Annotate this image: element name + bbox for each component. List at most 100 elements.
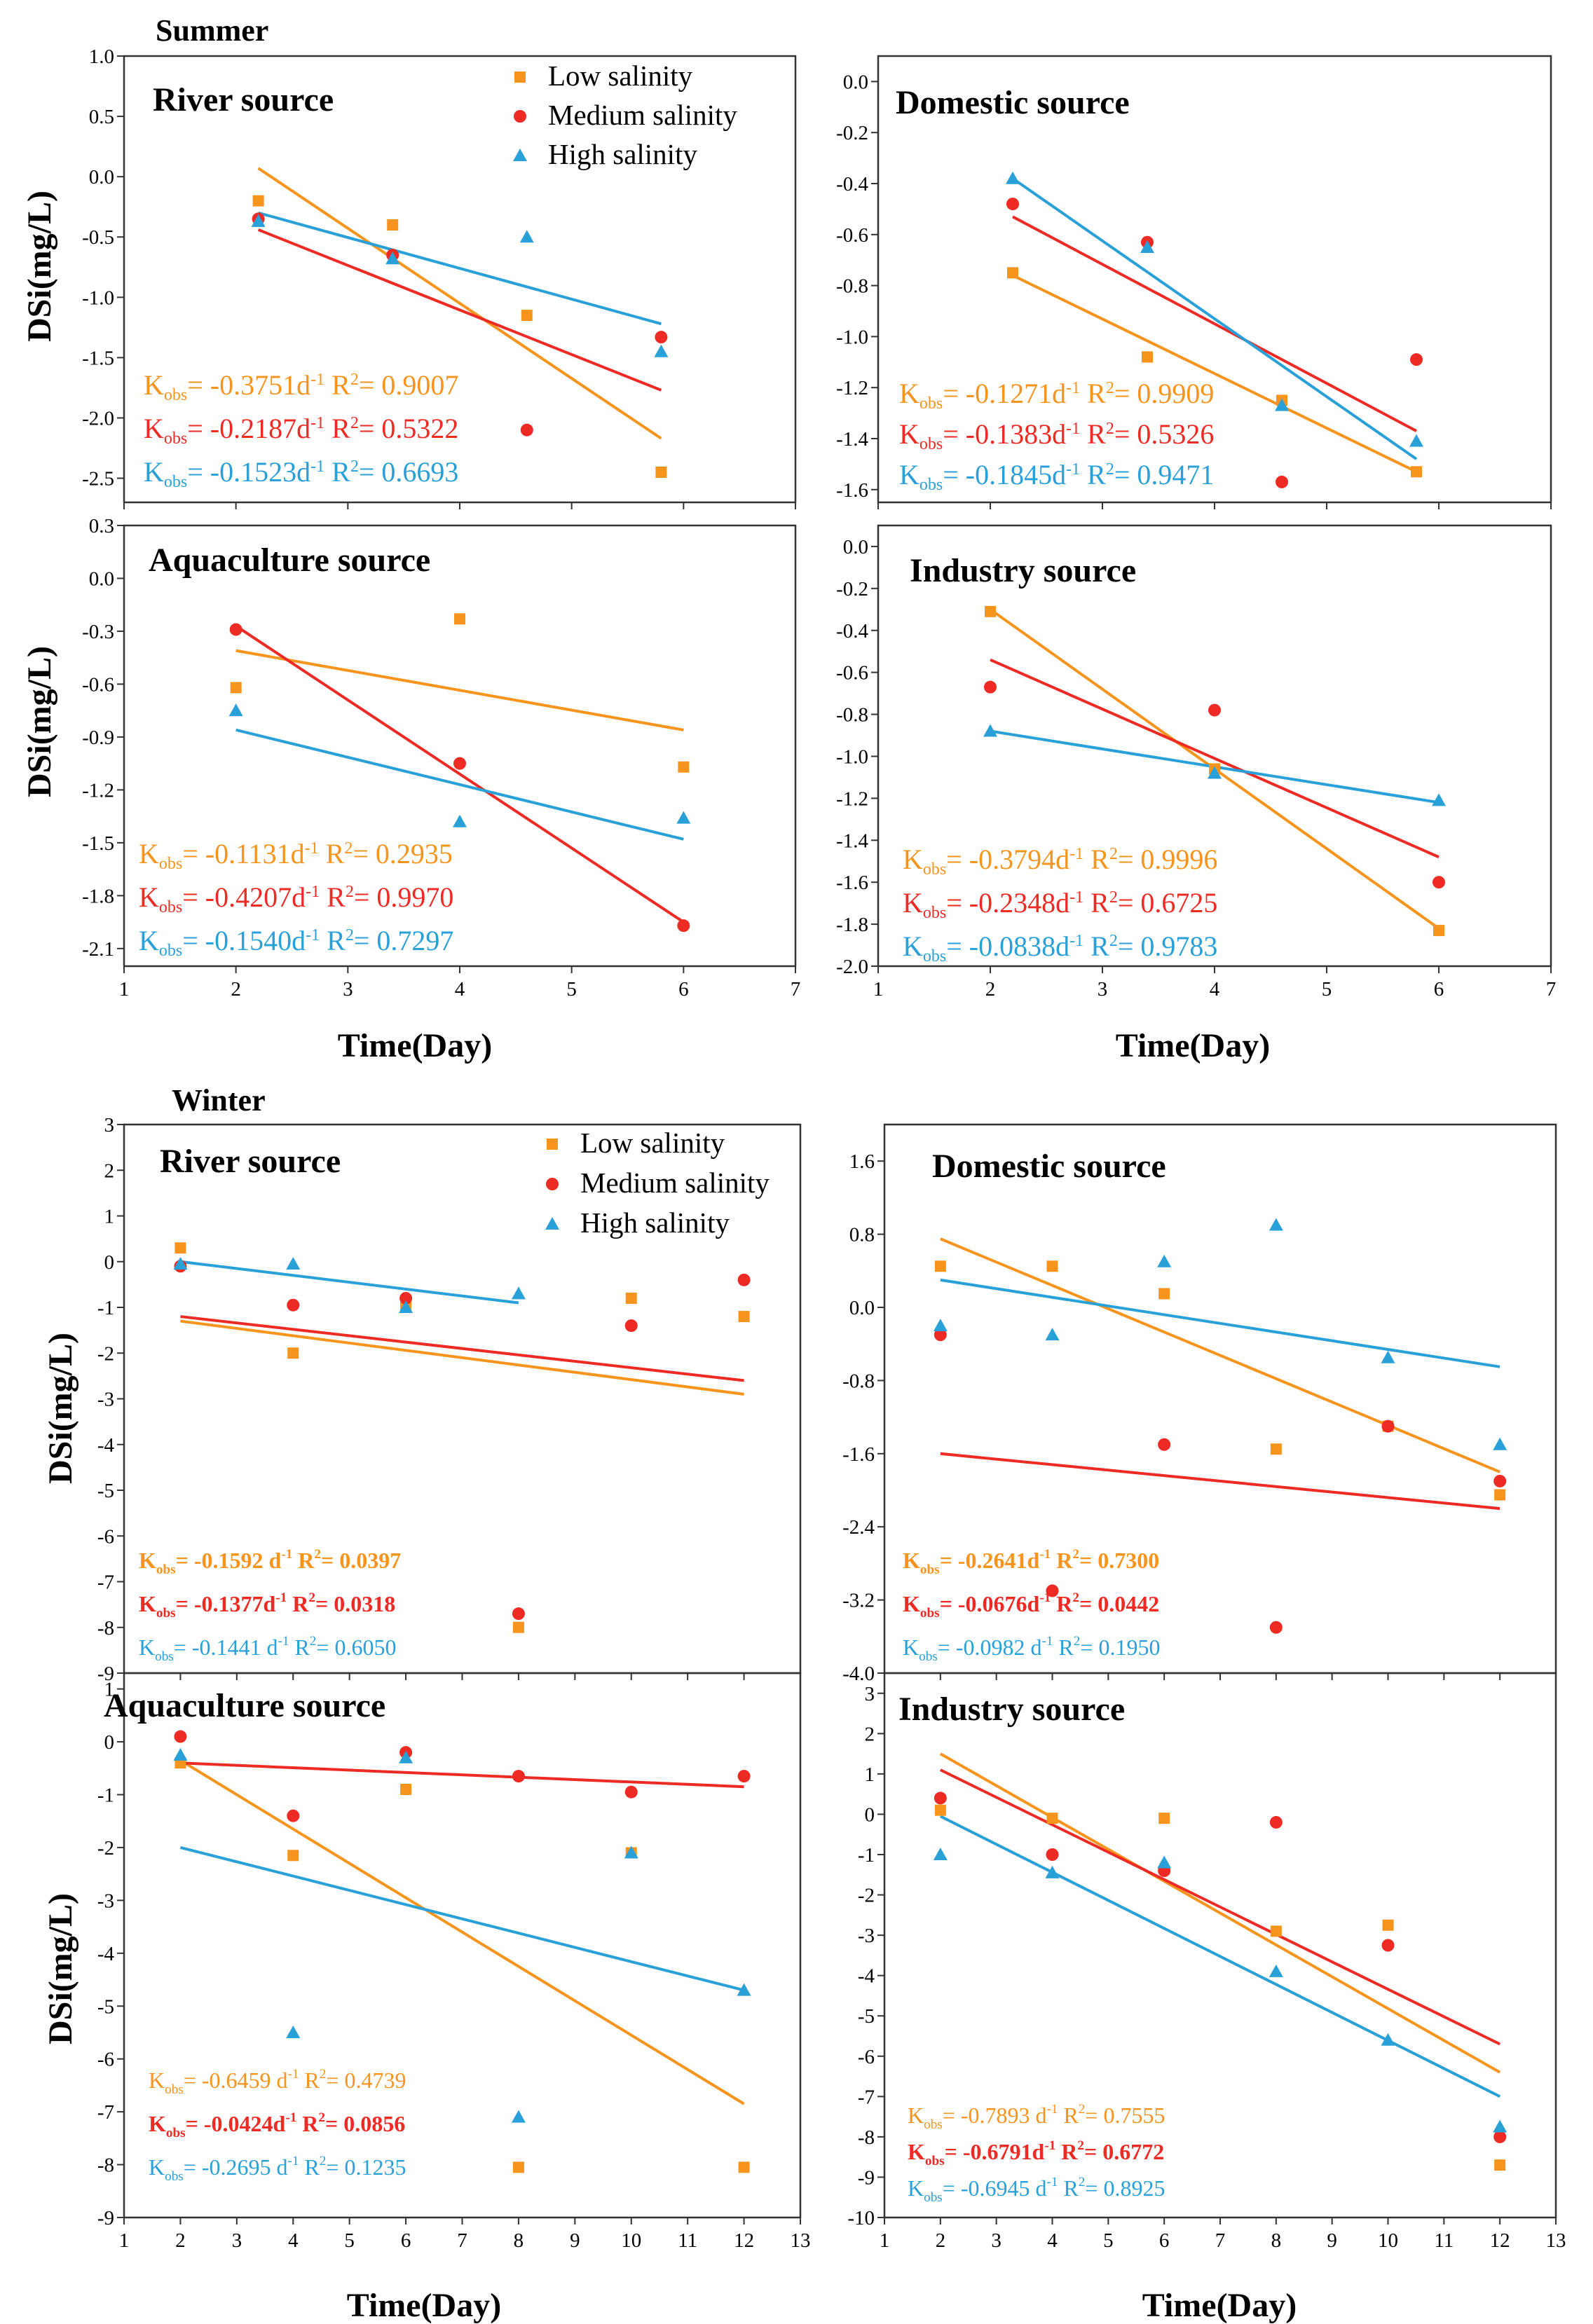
fit-line-low [940,1237,1500,1473]
data-point-medium [737,1770,751,1783]
y-tick-label: -0.3 [82,621,114,643]
data-point-medium [737,1273,751,1286]
x-tick-label: 3 [991,2229,1001,2252]
legend-marker-high [513,149,527,161]
fit-line-medium [990,658,1440,859]
kobs-annotation-medium: Kobs= -0.1377d-1 R2= 0.0318 [139,1590,395,1621]
x-tick-label: 1 [119,978,130,1001]
x-tick-label: 3 [343,978,353,1001]
legend-marker-low [547,1139,558,1150]
data-point-high [1493,2119,1507,2133]
data-point-low [655,466,667,478]
y-tick-label: -1 [858,1844,875,1866]
data-point-high [173,1747,188,1761]
kobs-annotation-low: Kobs= -0.3794d-1 R2= 0.9996 [903,844,1217,879]
data-point-high [624,1845,638,1859]
legend-marker-high [545,1217,559,1230]
panel-6: 1.6 0.8 0.0 -0.8 -1.6 -2.4 -3.2 -4.0 Domestic so… [842,1123,1557,1685]
y-tick-label: 0.3 [89,515,114,537]
data-point-low [387,219,399,231]
kobs-annotation-high: Kobs= -0.1845d-1 R2= 0.9471 [899,459,1214,494]
winter-label: Winter [172,1083,266,1118]
legend-label-low: Low salinity [548,60,693,92]
fit-line-medium [940,1452,1500,1511]
data-point-high [1208,766,1222,779]
legend-label-medium: Medium salinity [580,1167,770,1199]
kobs-annotation-high: Kobs= -0.0982 d-1 R2= 0.1950 [903,1634,1160,1664]
y-tick-label: -5 [97,1995,114,2018]
x-tick-label: 13 [1546,2229,1566,2252]
y-tick-label: -0.8 [836,704,868,727]
data-point-medium [1046,1584,1059,1597]
y-tick-label: -0.6 [836,224,868,247]
y-tick-label: -1.6 [836,872,868,894]
data-point-high [654,344,669,357]
y-tick-label: 0.0 [843,71,868,93]
y-tick-label: -5 [97,1480,114,1502]
fit-line-high [180,1260,519,1305]
data-point-low [1494,1489,1506,1501]
y-tick-label: -3 [97,1890,114,1912]
data-point-medium [520,423,533,436]
data-point-medium [287,1298,300,1312]
data-point-low [1411,466,1422,478]
y-tick-label: 2 [865,1723,875,1745]
y-tick-label: -8 [97,1617,114,1639]
y-tick-label: -0.2 [836,122,868,144]
fit-line-medium [180,1315,744,1382]
kobs-annotation-medium: Kobs= -0.0676d-1 R2= 0.0442 [903,1590,1159,1621]
ylabel-winter-top: DSi(mg/L) [42,1333,79,1484]
x-tick-label: 10 [1378,2229,1398,2252]
kobs-annotation-medium: Kobs= -0.6791d-1 R2= 0.6772 [908,2138,1164,2168]
data-point-high [1045,1865,1060,1878]
x-tick-label: 5 [344,2229,355,2252]
data-point-low [1158,1288,1170,1300]
y-tick-label: 1.6 [849,1150,875,1173]
panel-title: Domestic source [896,84,1130,121]
data-point-medium [1006,198,1019,211]
y-tick-label: -2 [97,1837,114,1859]
ylabel-summer-top: DSi(mg/L) [21,191,58,342]
fit-line-medium [180,1761,744,1789]
y-tick-label: -0.8 [842,1370,875,1392]
panel-4: 0.0 -0.2 -0.4 -0.6 -0.8 -1.0 -1.2 -1.4 -1.6 -1.8 -… [836,524,1556,1001]
data-point-high [1045,1328,1060,1341]
y-tick-label: -1 [97,1785,114,1807]
panel-title: Industry source [910,552,1136,589]
x-tick-label: 12 [734,2229,754,2252]
data-point-medium [512,1607,525,1621]
x-tick-label: 4 [1047,2229,1058,2252]
data-point-medium [624,1785,638,1799]
y-tick-label: -7 [858,2086,875,2108]
x-tick-label: 4 [288,2229,299,2252]
panel-2: 0.0 -0.2 -0.4 -0.6 -0.8 -1.0 -1.2 -1.4 -1.6 Domes… [836,55,1552,509]
kobs-annotation-medium: Kobs= -0.0424d-1 R2= 0.0856 [149,2110,405,2140]
y-tick-label: -4 [97,1943,115,1965]
kobs-annotation-low: Kobs= -0.7893 d-1 R2= 0.7555 [908,2102,1165,2132]
y-tick-label: -4 [858,1965,875,1988]
kobs-annotation-high: Kobs= -0.1523d-1 R2= 0.6693 [144,456,458,491]
data-point-medium [1046,1848,1059,1861]
x-tick-label: 4 [455,978,465,1001]
fit-line-low [257,167,662,440]
data-point-high [1006,171,1020,184]
y-tick-label: -10 [847,2207,875,2229]
fit-line-medium [235,624,685,923]
data-point-medium [1493,2130,1507,2143]
kobs-annotation-medium: Kobs= -0.2187d-1 R2= 0.5322 [144,413,458,448]
kobs-annotation-low: Kobs= -0.1592 d-1 R2= 0.0397 [139,1547,401,1577]
y-tick-label: -6 [97,1525,114,1548]
y-tick-label: -1.4 [836,830,868,852]
data-point-medium [399,1291,413,1305]
y-tick-label: 1.0 [89,46,114,68]
data-point-medium [512,1770,525,1783]
y-tick-label: -1.4 [836,428,868,451]
y-tick-label: -0.4 [836,173,868,195]
y-tick-label: -1.2 [836,788,868,810]
x-tick-label: 5 [566,978,577,1001]
kobs-annotation-low: Kobs= -0.1131d-1 R2= 0.2935 [139,838,453,873]
fit-line-low [179,1759,745,2105]
fit-line-medium [1012,215,1417,432]
kobs-annotation-medium: Kobs= -0.1383d-1 R2= 0.5326 [899,418,1214,453]
